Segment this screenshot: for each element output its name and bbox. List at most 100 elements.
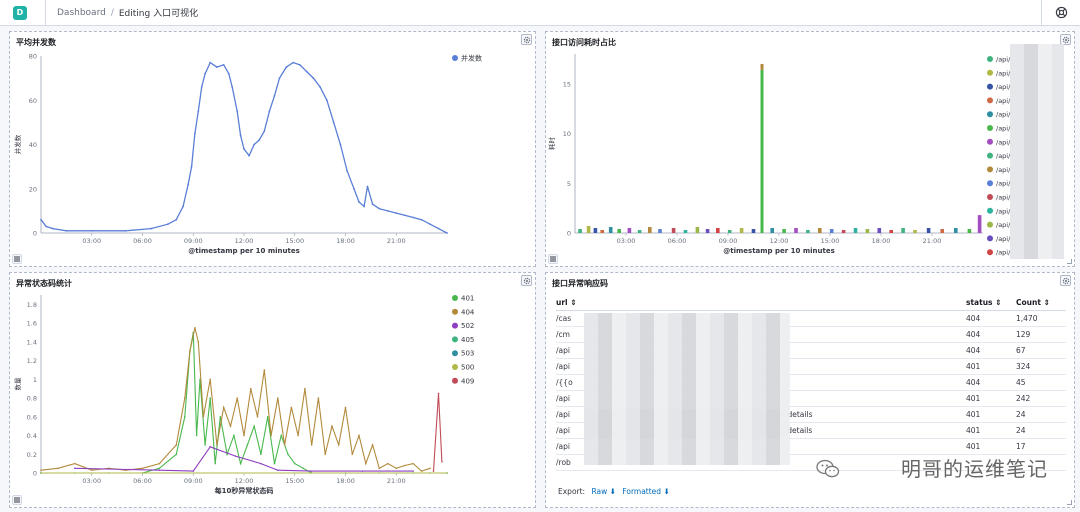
data-point [386,209,389,212]
legend-toggle-icon[interactable] [548,254,558,264]
data-point [358,434,360,437]
watermark-text: 明哥的运维笔记 [901,457,1048,481]
legend-label: 405 [461,336,474,344]
cell-status: 404 [966,326,1016,343]
data-point [190,165,193,168]
help-icon[interactable] [1055,6,1068,19]
y-tick-label: 20 [29,185,37,193]
cell-status: 401 [966,390,1016,407]
data-point [278,77,281,80]
cell-url-suffix: d/details [779,425,813,435]
data-point [429,223,431,226]
legend-swatch [452,377,458,384]
y-tick-label: 0.4 [27,432,37,440]
legend-label: /api/ [996,97,1011,105]
data-point [277,469,279,471]
data-point [236,397,239,399]
legend-swatch [987,69,993,76]
y-tick-label: 0 [567,230,571,238]
column-header-status[interactable]: status ⇕ [966,295,1016,311]
resize-handle[interactable] [1067,500,1072,505]
api-time-bar-chart: 0 5 10 15 03:00 06:00 09:00 12:00 15:00 18:00 21:0… [547,54,1011,257]
data-point [248,154,250,157]
cell-status: 404 [966,374,1016,391]
gear-icon[interactable] [521,34,532,45]
data-point [227,72,230,75]
cell-count: 24 [1016,406,1066,423]
legend-swatch [987,166,993,173]
bar [739,228,744,233]
gear-icon[interactable] [1060,34,1071,45]
data-point [337,444,340,446]
y-tick-label: 1.8 [27,301,37,309]
data-point [260,462,262,465]
data-point [437,392,440,395]
column-header-url[interactable]: url ⇕ [556,295,966,311]
data-point [386,462,389,465]
bar [954,228,958,233]
redacted-url-area [584,409,788,439]
export-raw-link[interactable]: Raw ⬇ [591,487,616,496]
resize-handle[interactable] [1067,259,1072,264]
cell-status: 404 [966,310,1016,327]
legend-label: /api/ [996,235,1011,243]
bar [806,230,810,233]
data-point [90,229,93,232]
data-point [192,470,195,472]
series-line-401 [41,332,431,474]
bar [818,228,822,233]
x-tick-label: 09:00 [184,237,203,245]
data-point [429,467,431,470]
data-point [182,205,185,208]
data-point [40,472,42,474]
y-tick-label: 60 [29,97,37,105]
data-point [353,187,355,190]
bar [977,215,982,233]
data-point [183,397,186,399]
bar [926,228,931,233]
data-point [175,444,178,446]
cell-count: 1,470 [1016,310,1066,327]
bar [695,227,700,233]
app-logo[interactable]: D [13,5,27,20]
data-point [324,453,327,456]
export-formatted-link[interactable]: Formatted ⬇ [622,487,670,496]
data-point [361,470,364,472]
data-point [403,464,406,467]
panel-title: 接口异常响应码 [552,279,608,288]
data-point [412,216,415,219]
bar [877,228,882,233]
legend-swatch [452,295,458,301]
x-axis-title: 每10秒异常状态码 [215,486,274,495]
breadcrumb-divider [45,0,46,26]
data-point [263,369,266,371]
column-header-count[interactable]: Count ⇕ [1016,295,1066,311]
legend-toggle-icon[interactable] [12,254,22,264]
legend-swatch [987,97,993,104]
data-point [293,462,296,465]
data-point [305,70,308,73]
y-tick-label: 1 [33,376,37,384]
breadcrumb-dashboard[interactable]: Dashboard [57,7,106,18]
gear-icon[interactable] [1060,275,1071,286]
bar [794,228,798,233]
legend-swatch [987,194,993,200]
bar [889,230,893,233]
data-point [292,61,294,64]
legend-swatch [987,83,993,90]
data-point [339,143,342,146]
data-point [263,130,266,133]
legend-swatch [987,56,993,62]
legend-label: 并发数 [461,54,482,63]
legend-toggle-icon[interactable] [12,495,22,505]
x-tick-label: 12:00 [235,477,254,485]
data-point [214,462,217,465]
gear-icon[interactable] [521,275,532,286]
y-axis-title: 数量 [13,377,22,391]
legend-swatch [452,55,458,61]
data-point [158,469,161,471]
bar [716,228,720,233]
legend-swatch [452,350,458,357]
data-point [226,453,228,456]
data-point [310,444,313,446]
